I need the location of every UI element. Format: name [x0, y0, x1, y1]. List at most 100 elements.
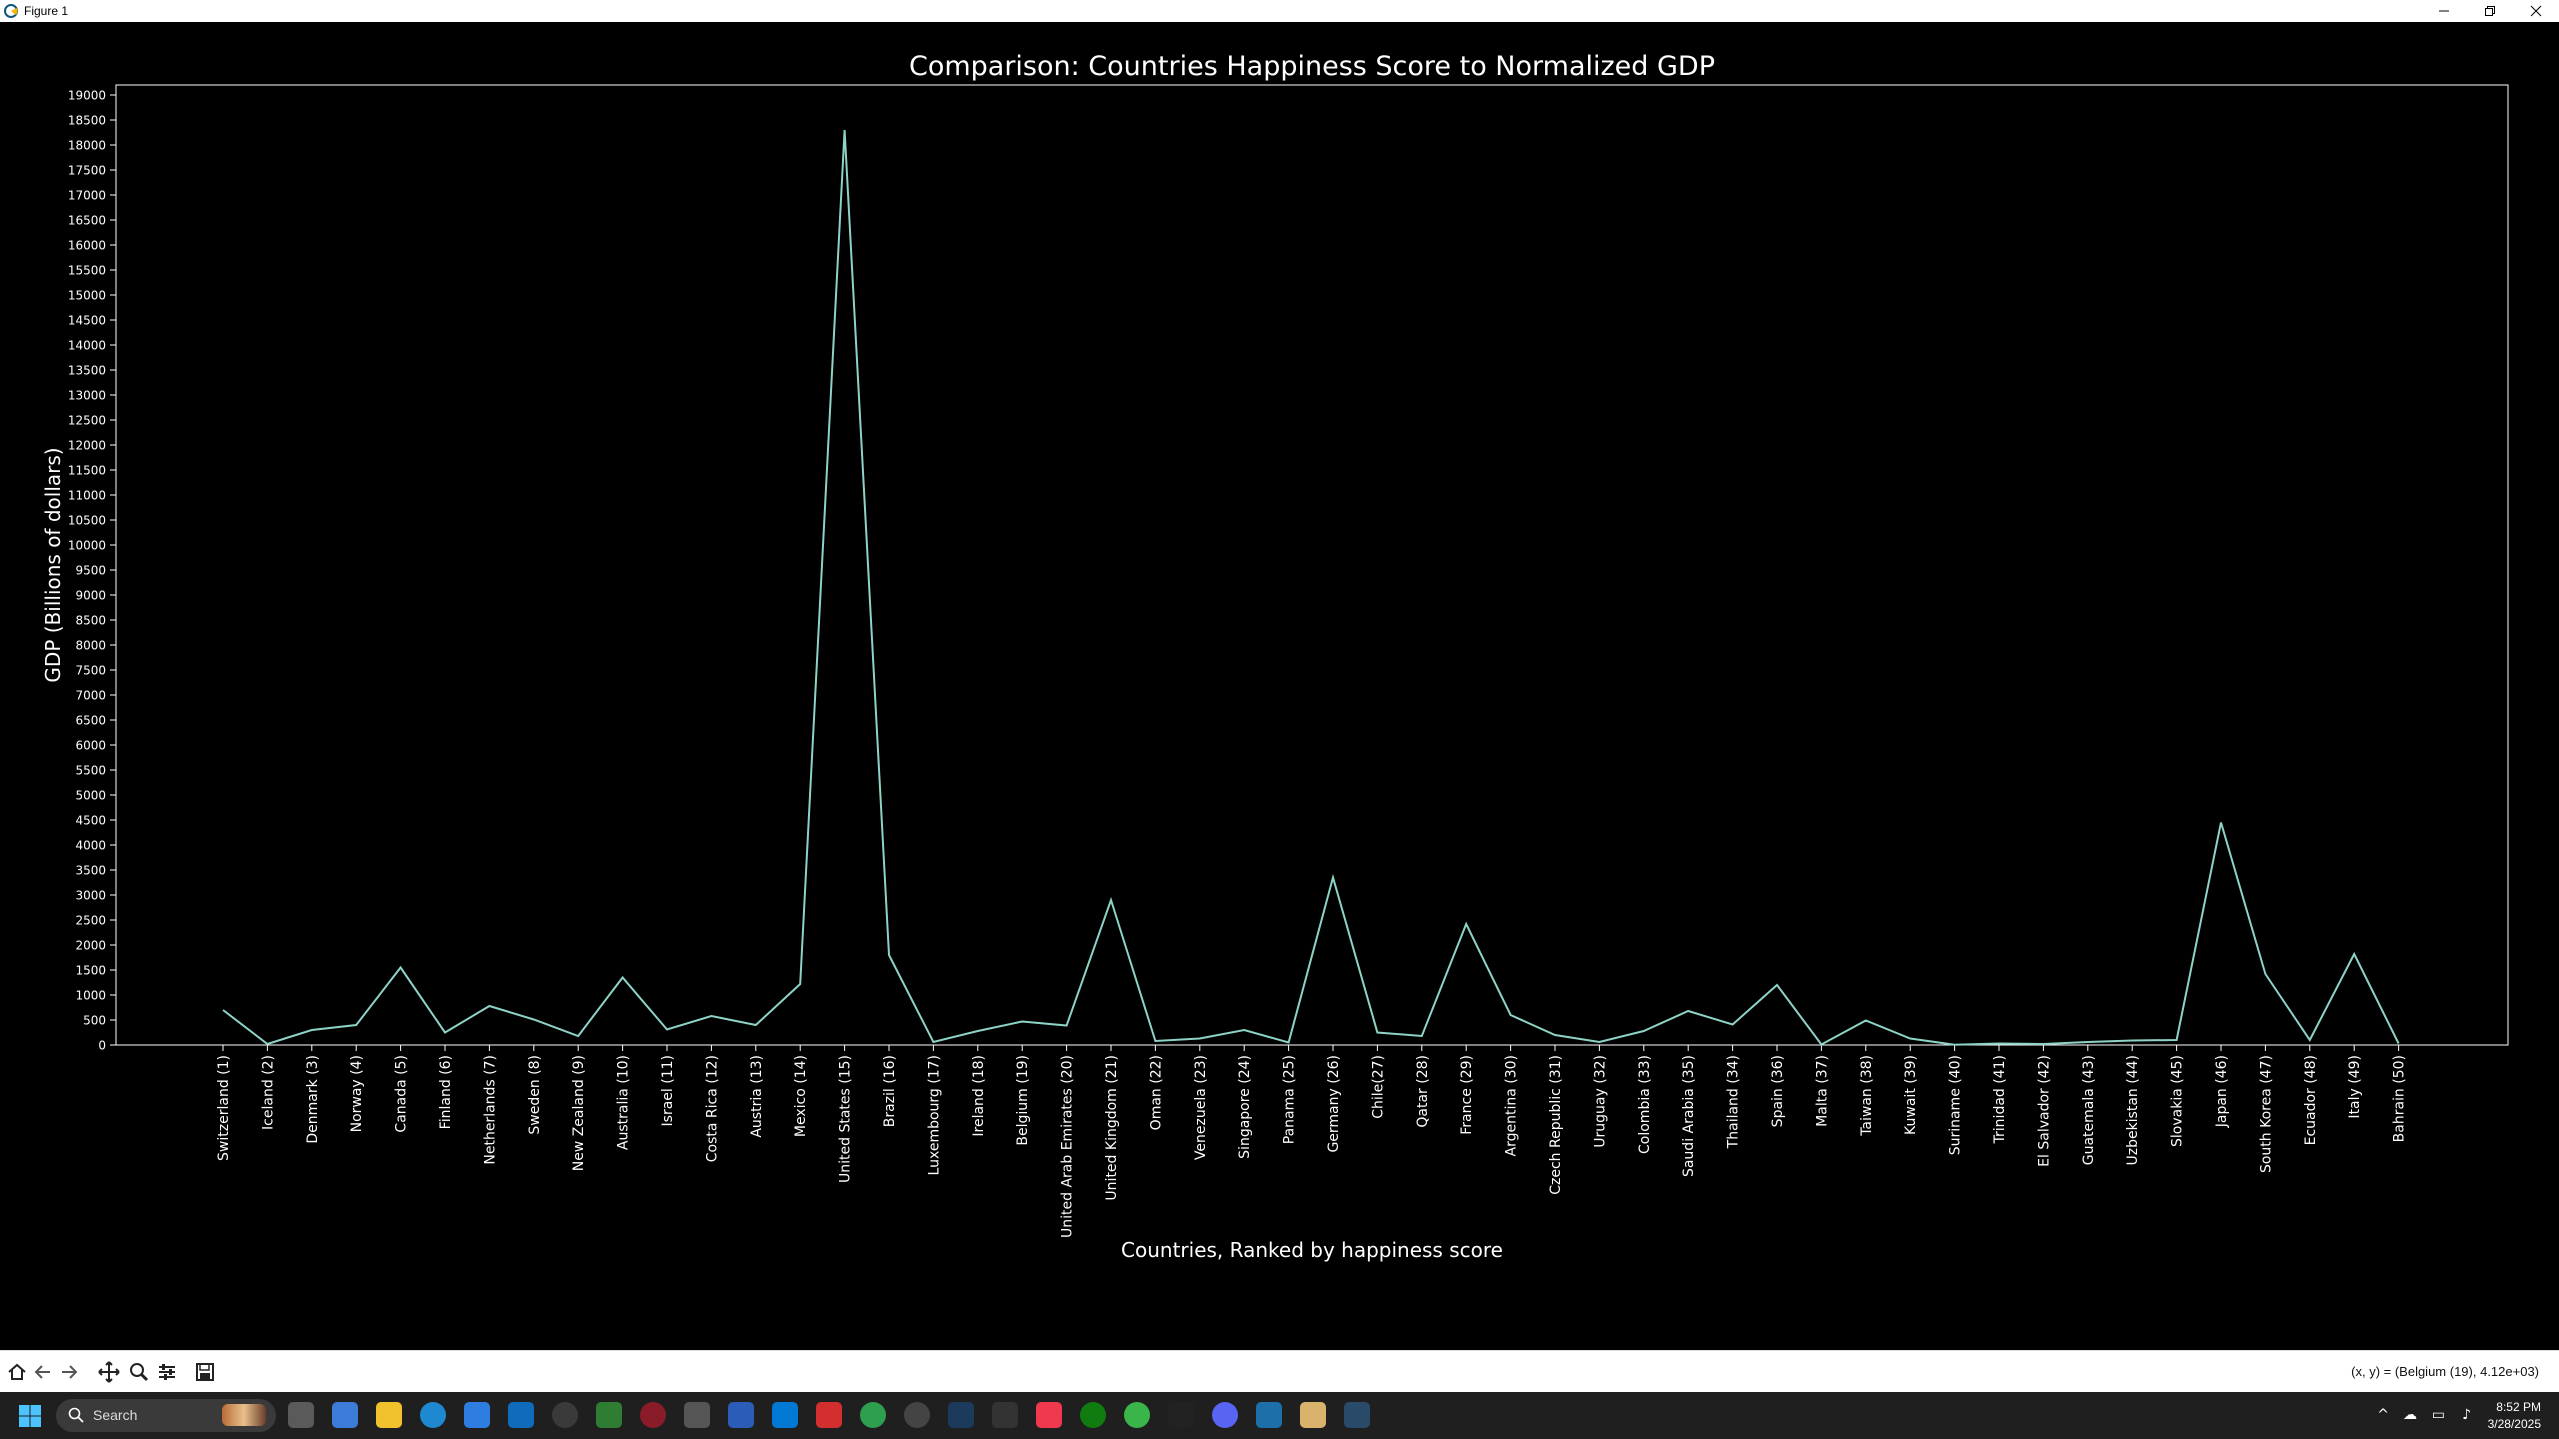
x-tick-label: Denmark (3): [305, 1055, 321, 1144]
y-tick-label: 11000: [68, 489, 106, 503]
y-tick-label: 9000: [75, 589, 106, 603]
x-tick-label: Belgium (19): [1015, 1055, 1031, 1146]
onedrive-icon[interactable]: ☁: [2403, 1407, 2417, 1423]
s-app-icon[interactable]: [728, 1402, 754, 1428]
y-tick-label: 3500: [75, 864, 106, 878]
configure-button[interactable]: [154, 1359, 180, 1385]
x-tick-label: Chile(27): [1370, 1055, 1386, 1119]
x-tick-label: United Arab Emirates (20): [1060, 1055, 1076, 1238]
x-tick-label: Italy (49): [2347, 1055, 2363, 1119]
y-tick-label: 1500: [75, 964, 106, 978]
restore-button[interactable]: [2467, 0, 2513, 22]
game-icon[interactable]: [596, 1402, 622, 1428]
network-icon[interactable]: ▭: [2431, 1407, 2445, 1423]
zoom-icon: [130, 1363, 149, 1382]
copilot-icon[interactable]: [332, 1402, 358, 1428]
x-tick-label: Germany (26): [1326, 1055, 1342, 1153]
y-tick-label: 5500: [75, 764, 106, 778]
clock-time: 8:52 PM: [2496, 1400, 2541, 1414]
y-tick-label: 12000: [68, 439, 106, 453]
x-tick-label: South Korea (47): [2258, 1055, 2274, 1173]
speedometer-icon[interactable]: [552, 1402, 578, 1428]
save-button[interactable]: [192, 1359, 218, 1385]
vscode-icon[interactable]: [772, 1402, 798, 1428]
notes-icon[interactable]: [1300, 1402, 1326, 1428]
music-icon[interactable]: [1036, 1402, 1062, 1428]
y-tick-label: 1000: [75, 989, 106, 1003]
restore-icon: [2485, 6, 2495, 16]
back-button[interactable]: [30, 1359, 56, 1385]
y-tick-label: 18500: [68, 114, 106, 128]
recorder-icon[interactable]: [640, 1402, 666, 1428]
forward-button[interactable]: [56, 1359, 82, 1385]
chrome-icon[interactable]: [860, 1402, 886, 1428]
x-tick-label: El Salvador (42): [2036, 1055, 2052, 1167]
y-tick-label: 6500: [75, 714, 106, 728]
green-app-icon[interactable]: [1124, 1402, 1150, 1428]
x-tick-label: Canada (5): [394, 1055, 410, 1133]
y-tick-label: 14000: [68, 339, 106, 353]
x-tick-label: Saudi Arabia (35): [1681, 1055, 1697, 1177]
search-highlight-image: [222, 1404, 266, 1426]
x-tick-label: Oman (22): [1148, 1055, 1164, 1130]
back-icon: [34, 1365, 50, 1379]
windows-start-icon[interactable]: [18, 1404, 42, 1428]
x-tick-label: Suriname (40): [1948, 1055, 1964, 1155]
y-axis-label: GDP (Billions of dollars): [41, 447, 65, 682]
x-tick-label: Brazil (16): [882, 1055, 898, 1127]
x-tick-label: France (29): [1459, 1055, 1475, 1135]
unity-icon[interactable]: [684, 1402, 710, 1428]
search-icon: [68, 1407, 84, 1423]
file-explorer-icon[interactable]: [376, 1402, 402, 1428]
discord-icon[interactable]: [1212, 1402, 1238, 1428]
y-tick-label: 0: [98, 1039, 106, 1053]
x-tick-label: Finland (6): [438, 1055, 454, 1129]
x-tick-label: Japan (46): [2214, 1055, 2230, 1128]
x-tick-label: Malta (37): [1814, 1055, 1830, 1127]
home-icon: [8, 1363, 26, 1380]
x-tick-label: Kuwait (39): [1903, 1055, 1919, 1135]
figure-canvas[interactable]: Comparison: Countries Happiness Score to…: [0, 22, 2559, 1350]
epic-games-icon[interactable]: [992, 1402, 1018, 1428]
line-chart: Comparison: Countries Happiness Score to…: [41, 51, 2509, 1262]
y-tick-label: 19000: [68, 89, 106, 103]
x-axis-label: Countries, Ranked by happiness score: [1121, 1238, 1503, 1262]
chevron-up-icon[interactable]: ^: [2377, 1407, 2389, 1423]
capcut-icon[interactable]: [1168, 1402, 1194, 1428]
outlook-icon[interactable]: [508, 1402, 534, 1428]
swirl-app-icon[interactable]: [1256, 1402, 1282, 1428]
volume-icon[interactable]: ♪: [2462, 1407, 2471, 1423]
navigation-toolbar: (x, y) = (Belgium (19), 4.12e+03): [0, 1350, 2559, 1393]
y-tick-label: 17000: [68, 189, 106, 203]
pan-button[interactable]: [96, 1359, 122, 1385]
store-icon[interactable]: [464, 1402, 490, 1428]
clock[interactable]: 8:52 PM 3/28/2025: [2488, 1399, 2541, 1433]
xbox-icon[interactable]: [1080, 1402, 1106, 1428]
search-label: Search: [93, 1407, 138, 1423]
x-tick-label: Luxembourg (17): [926, 1055, 942, 1175]
zoom-button[interactable]: [126, 1359, 152, 1385]
configure-icon: [159, 1364, 175, 1380]
y-tick-label: 13000: [68, 389, 106, 403]
python-figure-icon[interactable]: [1344, 1402, 1370, 1428]
settings-icon[interactable]: [904, 1402, 930, 1428]
home-button[interactable]: [4, 1359, 30, 1385]
steam-icon[interactable]: [948, 1402, 974, 1428]
close-button[interactable]: [2513, 0, 2559, 22]
minimize-button[interactable]: [2421, 0, 2467, 22]
cursor-coordinates: (x, y) = (Belgium (19), 4.12e+03): [2351, 1364, 2539, 1379]
y-tick-label: 15000: [68, 289, 106, 303]
y-tick-label: 13500: [68, 364, 106, 378]
acrobat-icon[interactable]: [816, 1402, 842, 1428]
y-tick-label: 16000: [68, 239, 106, 253]
x-tick-label: Venezuela (23): [1193, 1055, 1209, 1160]
edge-icon[interactable]: [420, 1402, 446, 1428]
y-tick-label: 6000: [75, 739, 106, 753]
close-icon: [2530, 5, 2542, 17]
x-tick-label: Uzbekistan (44): [2125, 1055, 2141, 1166]
taskbar-search[interactable]: Search: [56, 1399, 276, 1432]
x-tick-label: Czech Republic (31): [1548, 1055, 1564, 1195]
window-title: Figure 1: [24, 4, 69, 18]
x-tick-label: United States (15): [838, 1055, 854, 1183]
task-view-icon[interactable]: [288, 1402, 314, 1428]
